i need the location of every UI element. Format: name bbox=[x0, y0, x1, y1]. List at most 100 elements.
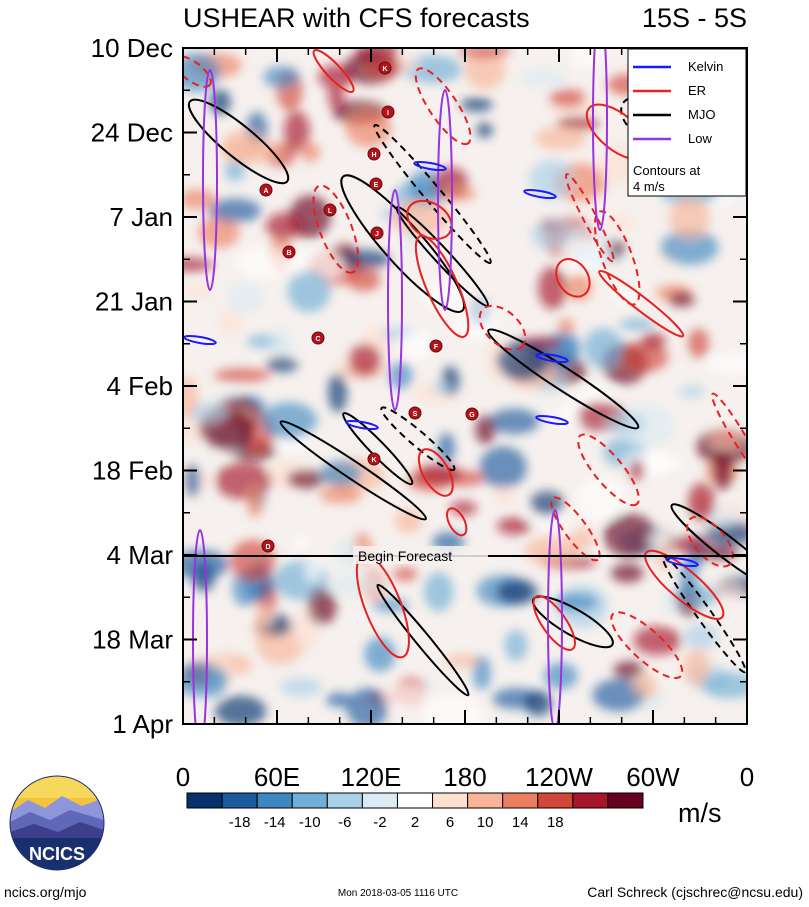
shear-patch bbox=[476, 122, 493, 138]
tc-marker-label: I bbox=[387, 110, 389, 117]
colorbar-swatch bbox=[502, 792, 539, 809]
shear-patch bbox=[393, 567, 418, 581]
shear-patch bbox=[496, 340, 549, 381]
tc-marker bbox=[429, 339, 443, 353]
colorbar-label: -10 bbox=[299, 814, 321, 831]
shear-patch bbox=[701, 672, 747, 699]
shear-patch bbox=[559, 239, 609, 272]
er-contour bbox=[414, 234, 470, 338]
shear-patch bbox=[556, 115, 599, 131]
colorbar-label: -14 bbox=[264, 814, 286, 831]
er-contour bbox=[686, 515, 734, 568]
colorbar-label: -2 bbox=[373, 814, 386, 831]
legend-label: ER bbox=[688, 83, 706, 98]
shear-patch bbox=[612, 287, 637, 304]
x-tick-label: 60W bbox=[626, 762, 680, 792]
colorbar-swatch bbox=[256, 792, 293, 809]
colorbar-swatch bbox=[537, 792, 574, 809]
shear-patch bbox=[224, 160, 246, 182]
tc-marker-label: H bbox=[371, 152, 376, 159]
tc-marker bbox=[367, 452, 381, 466]
shear-patch bbox=[326, 692, 353, 708]
shear-patch bbox=[605, 412, 647, 436]
shear-patch bbox=[327, 573, 384, 596]
tc-markers: K I H E A L J B C F G S K D bbox=[259, 61, 479, 553]
tc-marker-label: A bbox=[263, 188, 268, 195]
shear-patch bbox=[348, 343, 382, 376]
er-contour bbox=[577, 433, 640, 507]
shear-patch bbox=[214, 462, 273, 500]
low-contour bbox=[592, 48, 608, 231]
shear-patch bbox=[707, 354, 747, 374]
y-tick-label: 10 Dec bbox=[91, 33, 173, 63]
shear-patch bbox=[538, 266, 567, 310]
kelvin-contour bbox=[413, 160, 447, 172]
legend-note-1: Contours at bbox=[633, 163, 701, 178]
colorbar-unit: m/s bbox=[678, 798, 722, 828]
y-tick-label: 4 Feb bbox=[107, 371, 174, 401]
shear-patch bbox=[553, 592, 599, 612]
x-tick-label: 0 bbox=[740, 762, 754, 792]
colorbar-swatch bbox=[432, 792, 469, 809]
shear-patch bbox=[183, 283, 213, 298]
mjo-contour bbox=[661, 555, 747, 674]
er-contour bbox=[598, 269, 685, 338]
shear-patch bbox=[472, 655, 492, 691]
mjo-contour bbox=[380, 406, 456, 472]
colorbar-swatch bbox=[396, 792, 434, 809]
shear-patch bbox=[450, 501, 477, 516]
mjo-contour bbox=[279, 420, 427, 521]
colorbar-label: -18 bbox=[229, 814, 251, 831]
shear-patch bbox=[592, 678, 646, 712]
shear-patch bbox=[633, 673, 658, 700]
shear-patch bbox=[679, 385, 706, 398]
y-axis: 10 Dec 24 Dec 7 Jan 21 Jan 4 Feb 18 Feb 4 Mar 1… bbox=[91, 33, 747, 739]
shear-patch bbox=[603, 513, 657, 558]
colorbar-swatch bbox=[361, 792, 398, 809]
shear-patch bbox=[524, 690, 553, 717]
y-tick-label: 21 Jan bbox=[95, 287, 173, 317]
shear-patch bbox=[307, 588, 337, 626]
x-tick-label: 60E bbox=[254, 762, 300, 792]
er-contour bbox=[593, 210, 641, 306]
shear-patch bbox=[214, 695, 267, 724]
kelvin-contour bbox=[183, 334, 217, 346]
shear-patch bbox=[524, 536, 580, 566]
x-tick-label: 180 bbox=[443, 762, 486, 792]
colorbar-swatch bbox=[291, 792, 328, 809]
shear-patch bbox=[457, 48, 511, 58]
kelvin-contour bbox=[665, 556, 699, 568]
shear-patch bbox=[683, 649, 711, 687]
tc-marker bbox=[381, 105, 395, 119]
colorbar-label: 18 bbox=[547, 814, 564, 831]
mjo-contour bbox=[373, 123, 492, 265]
shear-patch bbox=[669, 196, 710, 240]
shear-patch bbox=[497, 517, 532, 535]
shear-patch bbox=[504, 629, 528, 661]
tc-marker bbox=[370, 226, 384, 240]
tc-marker bbox=[311, 331, 325, 345]
y-tick-label: 7 Jan bbox=[109, 202, 173, 232]
forecast-label: Begin Forecast bbox=[358, 548, 452, 564]
shear-patch bbox=[347, 267, 381, 292]
mjo-contour bbox=[187, 98, 290, 185]
er-contour bbox=[610, 611, 684, 680]
shear-patch bbox=[187, 402, 230, 424]
y-tick-label: 18 Feb bbox=[92, 456, 173, 486]
shear-patch bbox=[577, 477, 625, 520]
y-tick-label: 24 Dec bbox=[91, 118, 173, 148]
shear-patch bbox=[432, 380, 453, 395]
er-contour bbox=[532, 594, 576, 651]
shear-patch bbox=[660, 229, 719, 265]
low-contour bbox=[547, 509, 563, 724]
shear-patch bbox=[208, 198, 262, 223]
colorbar-swatch bbox=[572, 792, 609, 809]
legend: Kelvin ER MJO Low Contours at 4 m/s bbox=[627, 48, 747, 197]
er-contour bbox=[711, 392, 747, 477]
shear-patch bbox=[222, 130, 264, 160]
tc-marker-label: C bbox=[315, 336, 320, 343]
kelvin-contour bbox=[535, 414, 569, 426]
shear-patch bbox=[673, 584, 719, 608]
shear-patch bbox=[688, 482, 716, 522]
tc-marker bbox=[408, 406, 422, 420]
